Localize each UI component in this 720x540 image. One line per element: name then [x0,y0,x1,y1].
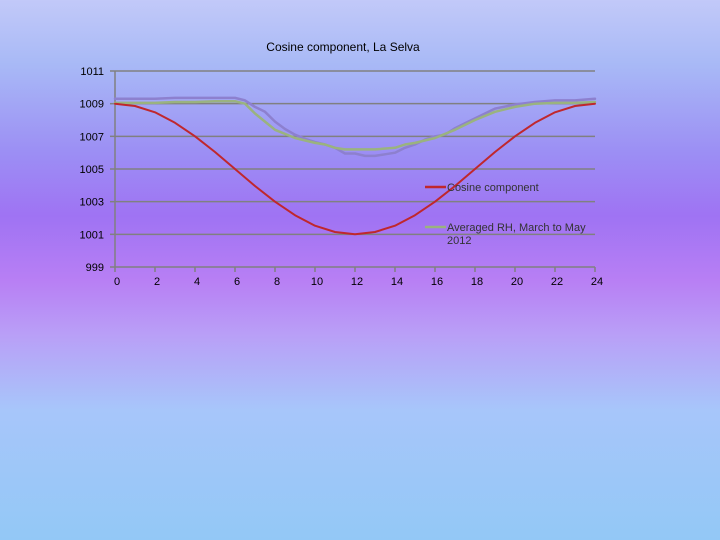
x-tick-label-9: 18 [471,276,483,288]
y-tick-label-4: 1003 [80,197,104,209]
y-tick-label-6: 999 [86,262,104,274]
x-tick-label-11: 22 [551,276,563,288]
legend-label-1-1: 2012 [447,235,471,247]
chart-title: Cosine component, La Selva [266,40,420,54]
x-tick-label-5: 10 [311,276,323,288]
y-tick-label-1: 1009 [80,99,104,111]
x-tick-label-0: 0 [114,276,120,288]
y-tick-label-2: 1007 [80,131,104,143]
series-line-2 [113,96,597,158]
y-tick-label-3: 1005 [80,164,104,176]
series-line-0 [114,102,596,236]
legend-label-0-0: Cosine component [447,182,539,194]
x-tick-label-12: 24 [591,276,603,288]
x-tick-label-8: 16 [431,276,443,288]
legend: Cosine component Averaged RH, March to Ma… [425,182,586,247]
x-tick-label-3: 6 [234,276,240,288]
legend-label-1-0: Averaged RH, March to May [447,222,586,234]
x-tick-label-2: 4 [194,276,200,288]
x-tick-label-6: 12 [351,276,363,288]
y-tick-label-0: 1011 [80,66,104,78]
series-line-1 [113,99,597,151]
plot-area [113,96,597,236]
x-tick-label-4: 8 [274,276,280,288]
x-tick-label-1: 2 [154,276,160,288]
x-tick-label-10: 20 [511,276,523,288]
x-tick-label-7: 14 [391,276,403,288]
y-tick-label-5: 1001 [80,229,104,241]
